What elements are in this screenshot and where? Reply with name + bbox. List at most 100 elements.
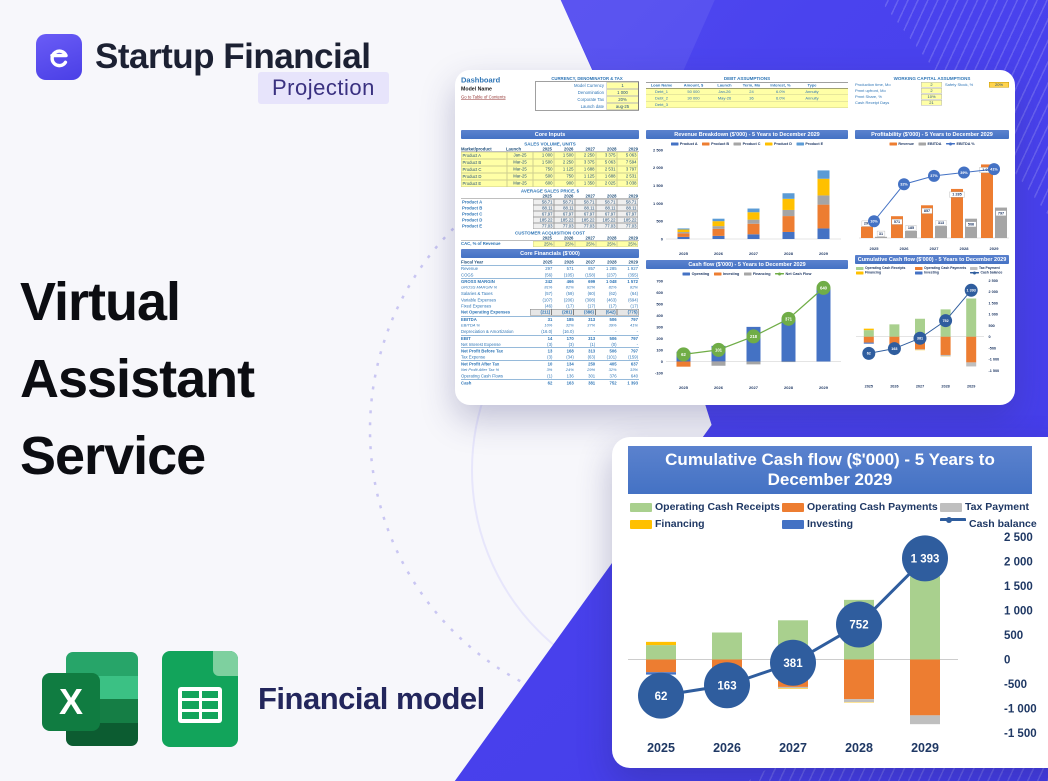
rect bbox=[782, 209, 795, 217]
rect bbox=[966, 298, 977, 337]
span-fin-v: 1 572 bbox=[627, 278, 638, 284]
cumulative-chart-legend: Operating Cash Receipts Operating Cash Pa… bbox=[630, 501, 1048, 530]
text: 185 bbox=[908, 226, 914, 230]
span-cac-v: 25% bbox=[596, 241, 617, 247]
span-fin-l: Net Operating Expenses bbox=[461, 309, 511, 315]
revenue-breakdown-legend: Product A Product B Product C Product D Prod… bbox=[646, 141, 848, 147]
legend-color-swatch bbox=[940, 502, 962, 512]
span-fin-v: (211) bbox=[529, 309, 552, 316]
span-yr: 2025 bbox=[542, 193, 552, 199]
rect bbox=[781, 361, 796, 363]
text: 37% bbox=[930, 174, 938, 178]
legend-item: Financing bbox=[856, 271, 915, 275]
span-fin-v: 170 bbox=[566, 335, 574, 341]
span-lg-tx: Cash balance bbox=[980, 271, 1003, 275]
span-iv-v: 7 594 bbox=[617, 159, 638, 166]
rect bbox=[817, 204, 830, 229]
text: 752 bbox=[849, 620, 868, 632]
span-pr-name: Product B bbox=[462, 205, 483, 211]
span-cac-v: 25% bbox=[617, 241, 638, 247]
span-fin-l: Fiscal Year bbox=[461, 259, 484, 265]
div-top-block: Dashboard Model Name Go to Table of Cont… bbox=[461, 76, 639, 128]
table-row: Model Currency 1 bbox=[536, 82, 639, 89]
span-fin-v: (59) bbox=[566, 291, 574, 297]
span-dc5: Type bbox=[807, 83, 817, 88]
span-fin-l: EBIT bbox=[461, 335, 471, 341]
rect bbox=[646, 641, 676, 646]
text: 500 bbox=[656, 301, 663, 306]
span-pr-name: Product E bbox=[462, 223, 483, 229]
span-wc-l: Pmnt upfront, Mo bbox=[855, 88, 886, 94]
i bbox=[66, 652, 138, 676]
span-pr-v: 58.71 bbox=[533, 199, 554, 205]
span-fin-v: 39% bbox=[608, 322, 617, 328]
cumulative-chart-title: Cumulative Cash flow ($'000) - 5 Years t… bbox=[628, 446, 1032, 494]
circle bbox=[704, 662, 750, 709]
span-fin-v: - bbox=[593, 329, 596, 335]
rect bbox=[940, 354, 951, 357]
table-of-contents-link[interactable]: Go to Table of Contents bbox=[461, 94, 506, 100]
text: 2026 bbox=[713, 741, 741, 755]
cac-title: CUSTOMER ACQUISITION COST bbox=[514, 230, 585, 236]
span-fin-v: (16.0) bbox=[541, 329, 553, 335]
span-dc1: 50 000 bbox=[687, 89, 700, 94]
span-iv-launch: Mar-25 bbox=[507, 173, 533, 180]
avg-price-table: 2025 2026 2027 2028 2029 Product A 58.71 58.71 5… bbox=[461, 193, 639, 229]
span-fin-v: 82% bbox=[608, 285, 617, 290]
span-dc1: Amount, $ bbox=[683, 83, 704, 88]
table-row: Tax Expense (3) (34) (63) (101) (159) bbox=[461, 354, 639, 360]
i bbox=[182, 711, 199, 719]
span-fin-v: 301 bbox=[588, 373, 596, 379]
rect bbox=[940, 336, 951, 355]
span-yr: 2025 bbox=[542, 235, 552, 241]
circle bbox=[964, 283, 978, 297]
span-fin-v: 466 bbox=[566, 278, 574, 284]
rect bbox=[646, 645, 676, 660]
rect bbox=[951, 188, 963, 238]
cumulative-mini-banner: Cumulative Cash flow ($'000) - 5 Years t… bbox=[855, 255, 1009, 264]
span-pr-v: 185.22 bbox=[554, 217, 575, 223]
span-iv-v: 3 038 bbox=[617, 180, 638, 187]
text: 500 bbox=[1004, 630, 1023, 642]
cumulative-chart: 2 500 2 000 1 500 1 000 500 0 -500 -1 000 -1 500… bbox=[628, 532, 1037, 755]
rect bbox=[747, 219, 760, 224]
span-iv-v: 2 531 bbox=[596, 166, 617, 173]
circle bbox=[638, 672, 684, 719]
span-iv-v: 1 350 bbox=[575, 180, 596, 187]
table-row: Corporate Tax 20% bbox=[536, 96, 639, 103]
rect bbox=[965, 221, 977, 228]
span-fin-v: 168 bbox=[566, 348, 574, 354]
rect bbox=[863, 342, 874, 344]
text: 32% bbox=[900, 183, 908, 187]
span-dc2 bbox=[710, 102, 739, 108]
text: 163 bbox=[891, 347, 897, 351]
span-fin-v: 2028 bbox=[607, 259, 617, 265]
rect bbox=[817, 195, 830, 205]
span-lg-tx: Product C bbox=[742, 141, 761, 147]
span-lg-tx: EBITDA % bbox=[956, 141, 975, 147]
circle bbox=[913, 331, 927, 345]
span-cac-v: 25% bbox=[575, 241, 596, 247]
cumulative-chart-card: Cumulative Cash flow ($'000) - 5 Years t… bbox=[612, 437, 1048, 768]
legend-item: Tax Payment bbox=[940, 501, 1048, 513]
brand-name: Startup Financial bbox=[95, 37, 371, 76]
rect bbox=[844, 659, 874, 700]
text: 506 bbox=[968, 222, 974, 226]
span-lg-tx: Financing bbox=[865, 271, 882, 275]
text: 2 000 bbox=[1004, 557, 1033, 569]
span-cac-l: CAC, % of Revenue bbox=[461, 241, 501, 246]
cash-flow-chart: 700 600 500 400 300 200 100 0 -100 62 101 218 371 640… bbox=[655, 278, 841, 390]
rect bbox=[747, 223, 760, 235]
span-pr-v: 88.11 bbox=[554, 205, 575, 211]
span-dc2: May-26 bbox=[717, 95, 732, 101]
text: 381 bbox=[783, 658, 803, 670]
span-fin-l: GROSS MARGIN % bbox=[461, 285, 498, 290]
rect bbox=[677, 229, 690, 233]
circle bbox=[676, 347, 691, 362]
span-fin-v: (17) bbox=[587, 303, 596, 309]
span-pr-v: 67.97 bbox=[596, 211, 617, 217]
rect bbox=[905, 225, 917, 231]
span-lg-tx: Product B bbox=[711, 141, 730, 147]
circle bbox=[887, 342, 901, 356]
rect bbox=[966, 336, 977, 363]
